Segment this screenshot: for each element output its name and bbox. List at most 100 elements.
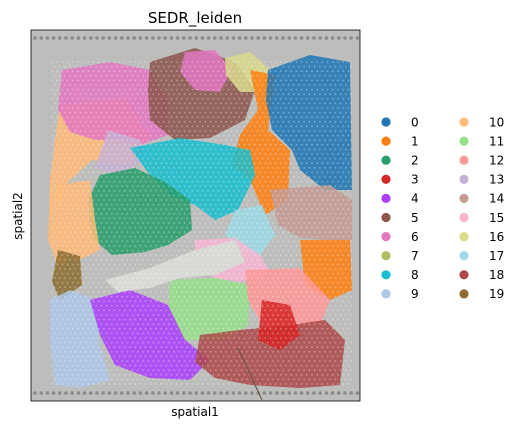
legend-marker [459, 289, 469, 299]
plot-frame [30, 29, 361, 402]
fiducial-spot [101, 391, 105, 395]
fiducial-spot [157, 391, 161, 395]
fiducial-spot [293, 391, 298, 395]
fiducial-spot [175, 391, 180, 395]
fiducial-spot [113, 36, 118, 40]
fiducial-spot [225, 391, 229, 395]
fiducial-spot [231, 391, 236, 395]
fiducial-spot [76, 36, 81, 40]
plot-area [31, 30, 360, 401]
fiducial-spot [299, 36, 304, 40]
fiducial-spot [33, 36, 37, 40]
legend-label: 19 [489, 287, 504, 301]
tissue-gap [105, 240, 245, 292]
fiducial-spot [64, 36, 68, 40]
fiducial-spot [299, 391, 304, 395]
legend-label: 16 [489, 230, 504, 244]
fiducial-spot [107, 391, 112, 395]
legend-label: 12 [489, 154, 504, 168]
cluster-3-region [258, 300, 300, 350]
legend-marker [459, 193, 469, 203]
fiducial-spot [262, 391, 267, 395]
legend-marker [381, 270, 391, 280]
fiducial-spot [337, 391, 341, 395]
legend-marker [381, 251, 391, 261]
fiducial-spot [120, 391, 124, 395]
fiducial-spot [151, 391, 155, 395]
fiducial-spot [113, 391, 118, 395]
legend-label: 1 [411, 134, 419, 148]
fiducial-spot [188, 36, 192, 40]
cluster-18-region [195, 320, 345, 388]
cluster-14-region [270, 185, 352, 240]
fiducial-spot [219, 36, 223, 40]
fiducial-spot [51, 36, 56, 40]
legend-marker [459, 117, 469, 127]
fiducial-spot [268, 391, 273, 395]
legend-label: 17 [489, 249, 504, 263]
legend-label: 14 [489, 192, 504, 206]
fiducial-spot [206, 391, 211, 395]
fiducial-spot [64, 391, 68, 395]
legend-label: 7 [411, 249, 419, 263]
fiducial-spot [82, 391, 87, 395]
fiducial-spot [275, 36, 279, 40]
fiducial-spot [324, 36, 329, 40]
fiducial-spot [219, 391, 223, 395]
fiducial-spot [169, 391, 174, 395]
chart-title: SEDR_leiden [148, 9, 242, 28]
cluster-10-region [56, 180, 100, 262]
fiducial-spot [58, 36, 62, 40]
fiducial-spot [355, 391, 360, 395]
legend-label: 9 [411, 287, 419, 301]
fiducial-spot [144, 391, 149, 395]
fiducial-spot [182, 391, 186, 395]
fiducial-spot [213, 391, 217, 395]
legend-marker [381, 193, 391, 203]
legend-label: 5 [411, 211, 419, 225]
legend-marker [381, 136, 391, 146]
fiducial-spot [151, 36, 155, 40]
fiducial-spot [324, 391, 329, 395]
legend-label: 4 [411, 192, 419, 206]
fiducial-spot [337, 36, 341, 40]
legend-marker [381, 155, 391, 165]
fiducial-spot [89, 391, 93, 395]
fiducial-spot [76, 391, 81, 395]
legend-label: 2 [411, 154, 419, 168]
fiducial-spot [58, 391, 62, 395]
tissue-crack [237, 347, 263, 401]
cluster-11-region [168, 278, 250, 340]
fiducial-spot [200, 36, 205, 40]
fiducial-spot [132, 36, 136, 40]
legend-marker [381, 117, 391, 127]
fiducial-spot [132, 391, 136, 395]
legend-label: 3 [411, 173, 419, 187]
cluster-1-region [232, 70, 290, 215]
fiducial-spot [188, 391, 192, 395]
fiducial-spot [95, 36, 99, 40]
fiducial-spot [355, 36, 360, 40]
fiducial-spot [45, 36, 50, 40]
fiducial-spot [349, 36, 354, 40]
legend-label: 11 [489, 134, 504, 148]
fiducial-spot [250, 391, 254, 395]
fiducial-spot [126, 391, 130, 395]
x-axis-label: spatial1 [171, 405, 219, 419]
fiducial-spot [101, 36, 105, 40]
fiducial-spot [312, 391, 316, 395]
fiducial-spot [169, 36, 174, 40]
fiducial-spot [262, 36, 267, 40]
fiducial-spot [70, 36, 74, 40]
y-axis-label: spatial2 [11, 192, 25, 240]
fiducial-spot [231, 36, 236, 40]
cluster-19-region [52, 250, 82, 300]
fiducial-spot [200, 391, 205, 395]
fiducial-spot [45, 391, 50, 395]
fiducial-spot [107, 36, 112, 40]
legend-marker [459, 251, 469, 261]
fiducial-spot [237, 391, 242, 395]
fiducial-spot [206, 36, 211, 40]
legend-label: 18 [489, 268, 504, 282]
